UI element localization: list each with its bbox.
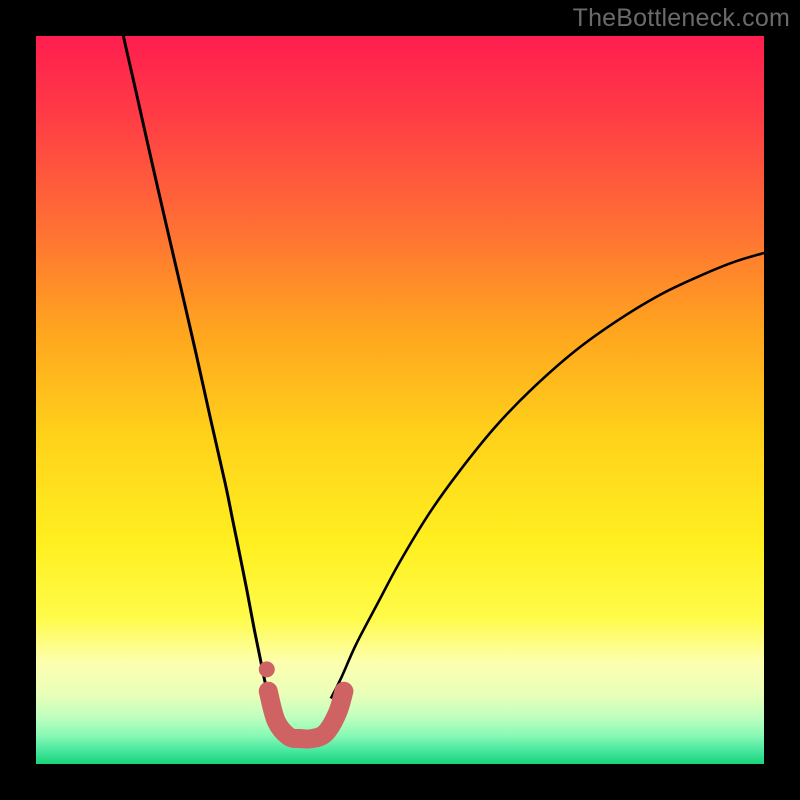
plot-area [36,36,764,764]
watermark-text: TheBottleneck.com [573,4,790,33]
curves-svg [36,36,764,764]
overlay-start-dot [259,661,275,677]
curve-left [123,36,269,696]
stage: TheBottleneck.com [0,0,800,800]
curve-right [331,253,764,699]
overlay-u-shape [268,691,344,739]
